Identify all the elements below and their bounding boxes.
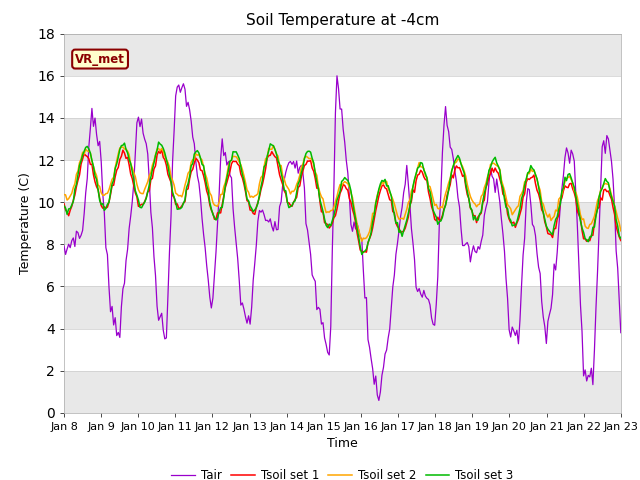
Bar <box>64 287 621 328</box>
Tsoil set 1 <box>360 249 367 255</box>
Tair <box>129 199 136 204</box>
Tsoil set 1 <box>617 238 625 243</box>
Tsoil set 1 <box>589 232 596 238</box>
Tsoil set 2 <box>226 159 234 165</box>
Title: Soil Temperature at -4cm: Soil Temperature at -4cm <box>246 13 439 28</box>
Bar <box>64 244 621 287</box>
Tsoil set 3 <box>305 148 313 154</box>
Tsoil set 1 <box>158 147 166 153</box>
Y-axis label: Temperature (C): Temperature (C) <box>19 172 31 274</box>
Tsoil set 1 <box>255 194 263 200</box>
Tsoil set 1 <box>246 207 254 213</box>
Tsoil set 1 <box>60 201 68 206</box>
Tsoil set 3 <box>589 224 596 230</box>
Legend: Tair, Tsoil set 1, Tsoil set 2, Tsoil set 3: Tair, Tsoil set 1, Tsoil set 2, Tsoil se… <box>166 464 518 480</box>
Bar <box>64 118 621 160</box>
Tair <box>375 397 383 403</box>
Line: Tair: Tair <box>64 76 621 400</box>
Bar <box>64 328 621 371</box>
Tair <box>303 227 311 233</box>
Bar <box>64 371 621 413</box>
Tair <box>333 73 341 79</box>
Line: Tsoil set 1: Tsoil set 1 <box>64 150 621 252</box>
Tsoil set 3 <box>129 168 136 174</box>
Tsoil set 1 <box>129 176 136 181</box>
Tsoil set 3 <box>246 203 254 209</box>
Tair <box>60 243 68 249</box>
Bar <box>64 34 621 76</box>
Tsoil set 3 <box>617 235 625 241</box>
Tsoil set 2 <box>305 156 313 162</box>
Bar <box>64 202 621 244</box>
Tair <box>589 382 596 387</box>
Tsoil set 3 <box>255 192 263 198</box>
Tair <box>254 218 262 224</box>
Tsoil set 3 <box>60 203 68 209</box>
Tsoil set 3 <box>358 252 365 257</box>
Text: VR_met: VR_met <box>75 53 125 66</box>
Line: Tsoil set 3: Tsoil set 3 <box>64 142 621 254</box>
Tair <box>244 313 252 319</box>
Bar <box>64 160 621 202</box>
Tsoil set 1 <box>228 161 236 167</box>
Tsoil set 2 <box>129 165 136 170</box>
Bar <box>64 76 621 118</box>
Tsoil set 2 <box>60 192 68 197</box>
Tsoil set 3 <box>228 157 236 163</box>
Tair <box>617 330 625 336</box>
Tsoil set 2 <box>244 189 252 195</box>
Line: Tsoil set 2: Tsoil set 2 <box>64 145 621 241</box>
Tsoil set 2 <box>617 228 625 234</box>
X-axis label: Time: Time <box>327 437 358 450</box>
Tsoil set 3 <box>155 139 163 145</box>
Tsoil set 2 <box>269 143 277 148</box>
Tsoil set 2 <box>254 191 262 196</box>
Tsoil set 2 <box>358 238 365 244</box>
Tsoil set 1 <box>305 158 313 164</box>
Tair <box>226 172 234 178</box>
Tsoil set 2 <box>589 217 596 223</box>
